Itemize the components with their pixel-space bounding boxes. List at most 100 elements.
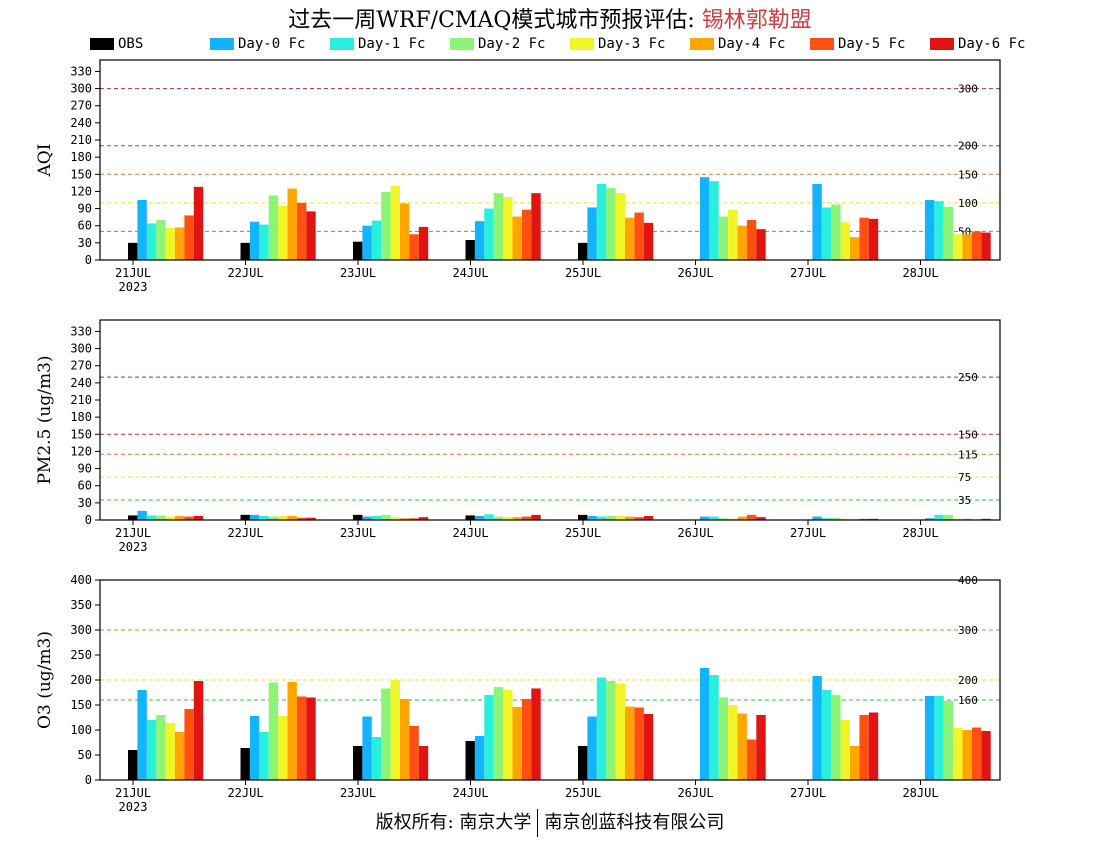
bar xyxy=(634,707,644,780)
bar xyxy=(362,225,372,260)
bar xyxy=(981,731,991,780)
bar xyxy=(531,688,541,780)
chart-title-station: 锡林郭勒盟 xyxy=(701,8,812,33)
bar xyxy=(165,228,175,260)
legend-label: OBS xyxy=(118,36,144,52)
bar xyxy=(596,677,607,780)
bar xyxy=(400,518,410,520)
bar xyxy=(531,514,541,520)
y-tick-label: 300 xyxy=(70,623,92,637)
bar xyxy=(615,193,625,260)
legend-swatch xyxy=(570,38,594,50)
legend-swatch xyxy=(330,38,354,50)
bar xyxy=(156,715,166,780)
y-tick-label: 210 xyxy=(70,133,92,147)
bar xyxy=(175,732,185,780)
bar xyxy=(484,514,494,520)
bar xyxy=(175,227,185,260)
bar xyxy=(737,225,747,260)
chart-title-main: 过去一周WRF/CMAQ模式城市预报评估: xyxy=(288,8,702,33)
bar xyxy=(643,222,654,260)
y-tick-label: 300 xyxy=(70,82,92,96)
bar xyxy=(240,748,250,780)
bar xyxy=(934,201,944,260)
bar xyxy=(718,518,729,520)
bar xyxy=(493,687,504,780)
y-tick-label: 60 xyxy=(78,219,92,233)
bar xyxy=(587,516,597,520)
y-tick-label: 270 xyxy=(70,359,92,373)
reference-line-label: 300 xyxy=(958,83,978,96)
bar xyxy=(418,517,429,520)
y-tick-label: 30 xyxy=(78,496,92,510)
bar xyxy=(615,683,625,780)
reference-line-label: 115 xyxy=(958,448,978,461)
bar xyxy=(962,730,972,780)
bar xyxy=(859,217,869,260)
x-tick-label: 21JUL xyxy=(115,526,151,540)
bar xyxy=(165,723,175,780)
legend-swatch xyxy=(450,38,474,50)
bar xyxy=(259,516,269,520)
bar xyxy=(306,517,316,520)
bar xyxy=(175,516,185,520)
bar xyxy=(362,716,372,780)
bar xyxy=(381,514,391,520)
bar xyxy=(465,741,475,780)
bar xyxy=(409,518,419,520)
bar xyxy=(699,668,710,780)
legend-swatch xyxy=(930,38,954,50)
bar xyxy=(943,701,954,780)
bar xyxy=(943,514,954,520)
bar xyxy=(287,188,297,260)
y-axis-label: AQI xyxy=(35,144,55,178)
bar xyxy=(821,207,832,260)
bar xyxy=(981,232,991,260)
bar xyxy=(137,690,147,780)
bar xyxy=(493,193,504,260)
bar xyxy=(400,203,410,260)
bar xyxy=(184,516,194,520)
bar xyxy=(606,188,616,260)
bar xyxy=(409,234,419,260)
y-tick-label: 210 xyxy=(70,393,92,407)
bar xyxy=(418,226,429,260)
y-tick-label: 330 xyxy=(70,324,92,338)
bar xyxy=(465,515,475,520)
legend-swatch xyxy=(810,38,834,50)
x-tick-label: 23JUL xyxy=(340,266,376,280)
bar xyxy=(128,515,138,520)
bar xyxy=(165,516,175,520)
bar xyxy=(371,220,382,260)
x-tick-label: 27JUL xyxy=(790,266,826,280)
bar xyxy=(146,720,157,780)
reference-line-label: 300 xyxy=(958,624,978,637)
x-tick-label: 28JUL xyxy=(902,526,938,540)
bar xyxy=(840,222,850,260)
reference-line-label: 100 xyxy=(958,197,978,210)
bar xyxy=(128,750,138,780)
reference-line-label: 150 xyxy=(958,428,978,441)
y-tick-label: 60 xyxy=(78,479,92,493)
y-tick-label: 240 xyxy=(70,116,92,130)
y-tick-label: 350 xyxy=(70,598,92,612)
bar xyxy=(953,728,963,780)
y-axis-label: PM2.5 (ug/m3) xyxy=(35,355,55,484)
bar xyxy=(156,220,166,260)
legend-swatch xyxy=(690,38,714,50)
bar xyxy=(578,746,588,780)
bar xyxy=(503,197,513,260)
legend-swatch xyxy=(90,38,114,50)
bar xyxy=(484,695,494,780)
bar xyxy=(812,184,822,260)
bar xyxy=(268,195,279,260)
bar xyxy=(278,516,288,520)
bar xyxy=(934,696,944,780)
x-tick-label: 22JUL xyxy=(227,786,263,800)
bar xyxy=(934,514,944,520)
footer-left: 版权所有: 南京大学 xyxy=(375,812,532,833)
bar xyxy=(278,205,288,260)
reference-line-label: 160 xyxy=(958,694,978,707)
legend-label: Day-0 Fc xyxy=(238,36,306,52)
bar xyxy=(821,518,832,520)
